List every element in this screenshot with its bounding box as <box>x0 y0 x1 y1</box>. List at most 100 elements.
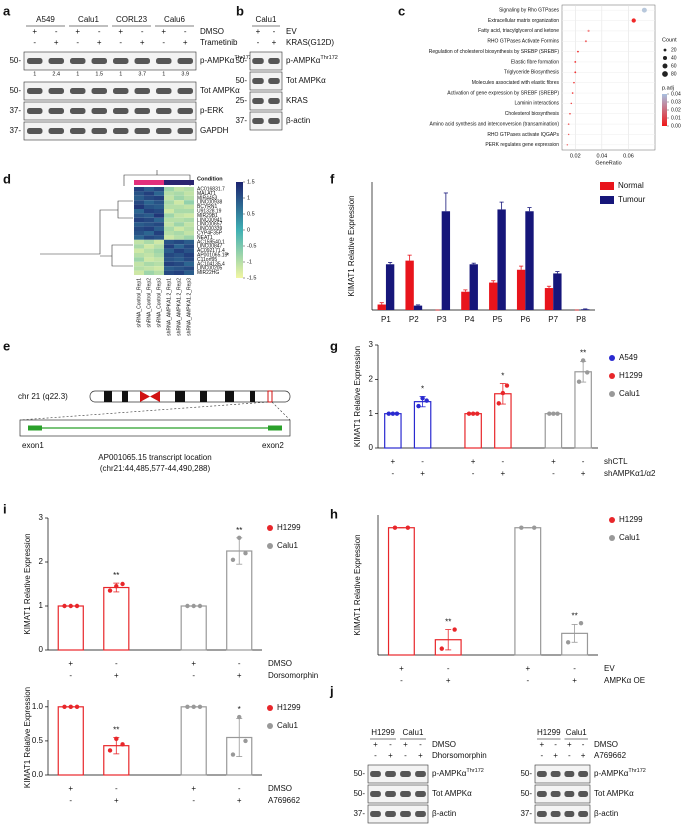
row-sign: + <box>237 671 242 680</box>
blot-band <box>400 811 411 817</box>
row-sign: + <box>191 659 196 668</box>
data-point <box>197 704 203 710</box>
heatmap-cell <box>144 244 154 249</box>
band-quant: 3.7 <box>138 71 146 77</box>
treatment-sign: - <box>568 751 571 760</box>
band-name: GAPDH <box>200 126 229 135</box>
category-label: Molecules associated with elastic fibres <box>472 80 560 86</box>
band-label: p-AMPKαThr172 <box>286 55 338 65</box>
treatment-sign: - <box>273 27 276 36</box>
heatmap-cell <box>174 226 184 231</box>
blot-band <box>91 58 107 64</box>
band-name: p-AMPKα <box>286 56 321 65</box>
blot-band <box>536 811 547 817</box>
treatment-sign: + <box>32 27 37 36</box>
dot <box>569 112 571 115</box>
blot-band <box>578 771 589 777</box>
band-name: Tot AMPKα <box>594 789 634 798</box>
locus-caption: AP001065.15 transcript location <box>98 453 211 462</box>
y-tick-label: 3 <box>369 340 374 349</box>
heatmap-cell <box>164 213 174 218</box>
row-sign: + <box>114 796 119 805</box>
blot-frame <box>534 764 591 784</box>
significance: ** <box>113 571 119 580</box>
blot-band <box>156 88 172 94</box>
row-sign: + <box>68 784 73 793</box>
band-label: p-AMPKαThr172 <box>432 768 484 778</box>
row-sign: - <box>421 457 424 466</box>
blot-band <box>177 128 193 134</box>
row-sign: + <box>237 796 242 805</box>
legend-swatch <box>600 196 614 204</box>
legend-label: Calu1 <box>277 541 298 550</box>
heatmap-cell <box>154 195 164 201</box>
row-sign: + <box>399 664 404 673</box>
blot-band <box>113 128 129 134</box>
heatmap-cell <box>154 191 164 196</box>
row-sign: - <box>573 664 576 673</box>
heatmap-cell <box>174 239 184 245</box>
group-label: H1299 <box>537 728 561 737</box>
row-label: U91328.19 <box>197 209 222 215</box>
treatment-sign: + <box>567 740 572 749</box>
treatment-sign: + <box>553 751 558 760</box>
colorbar-label: 0.5 <box>247 211 255 217</box>
mw-label: 37- <box>9 126 21 135</box>
legend-swatch <box>600 182 614 190</box>
data-point <box>470 411 476 416</box>
dot <box>567 123 570 125</box>
dot <box>577 50 579 53</box>
treatment-sign: + <box>161 27 166 36</box>
heatmap-cell <box>154 235 164 240</box>
heatmap-cell <box>134 231 144 236</box>
band-label: p-AMPKαThr172 <box>200 55 252 65</box>
heatmap-cell <box>184 209 194 214</box>
data-point <box>496 401 501 406</box>
bar <box>57 605 84 651</box>
heatmap-cell <box>184 266 194 271</box>
band-label: KRAS <box>286 96 308 105</box>
treatment-sign: - <box>257 38 260 47</box>
group-label: A549 <box>36 15 55 24</box>
heatmap-cell <box>154 226 164 231</box>
category-label: Laminin interactions <box>515 101 560 107</box>
category-label: Triglyceride Biosynthesis <box>504 70 560 76</box>
treatment-sign: - <box>541 751 544 760</box>
row-sign: - <box>400 676 403 685</box>
x-tick-label: P7 <box>548 315 558 324</box>
panel-letter: h <box>330 506 338 521</box>
y-tick-label: 2 <box>369 374 374 383</box>
row-label: AC092171.4 <box>197 248 225 254</box>
treatment-label: DMSO <box>594 740 618 749</box>
bar <box>525 211 534 310</box>
heatmap-cell <box>144 217 154 223</box>
blot-band <box>91 128 107 134</box>
heatmap-cell <box>144 257 154 262</box>
row-sign: + <box>471 457 476 466</box>
legend-title: Count <box>662 37 677 43</box>
data-point <box>185 603 190 609</box>
blot-band <box>385 791 396 797</box>
y-tick-label: 0 <box>369 443 374 452</box>
column-label: shRNA_Control_Rep1 <box>136 278 142 328</box>
heatmap-cell <box>134 209 144 214</box>
heatmap-cell <box>164 235 174 240</box>
bar <box>384 413 402 449</box>
row-sign: - <box>392 469 395 478</box>
blot-band <box>48 108 64 114</box>
data-point <box>243 551 248 556</box>
blot-band <box>48 128 64 134</box>
dot <box>641 7 647 13</box>
row-sign: - <box>582 457 585 466</box>
legend-marker <box>609 391 615 397</box>
treatment-sign: - <box>98 27 101 36</box>
legend-title: p.adj <box>662 85 674 91</box>
y-axis-label: KIMAT1 Relative Expression <box>23 687 32 788</box>
blot-band <box>268 118 280 124</box>
heatmap-cell <box>184 200 194 205</box>
heatmap-cell <box>144 222 154 227</box>
heatmap-cell <box>184 226 194 231</box>
row-label: DMSO <box>268 659 292 668</box>
row-label: AC104135.4 <box>197 261 225 267</box>
blot-band <box>48 58 64 64</box>
